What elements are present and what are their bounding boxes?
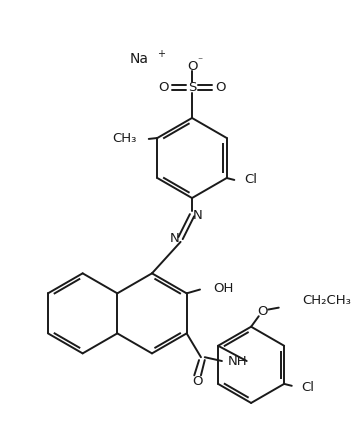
Text: OH: OH	[213, 282, 234, 295]
Text: CH₃: CH₃	[112, 132, 136, 145]
Text: ⁻: ⁻	[197, 56, 202, 66]
Text: +: +	[157, 49, 165, 59]
Text: O: O	[158, 81, 169, 94]
Text: O: O	[192, 375, 202, 389]
Text: CH₂CH₃: CH₂CH₃	[302, 293, 351, 307]
Text: O: O	[215, 81, 226, 94]
Text: N: N	[193, 208, 203, 222]
Text: Na: Na	[130, 52, 149, 66]
Text: Cl: Cl	[244, 173, 257, 187]
Text: NH: NH	[228, 354, 247, 367]
Text: O: O	[257, 305, 268, 318]
Text: O: O	[187, 60, 197, 73]
Text: N: N	[170, 232, 180, 244]
Text: S: S	[188, 81, 196, 94]
Text: Cl: Cl	[301, 381, 314, 394]
